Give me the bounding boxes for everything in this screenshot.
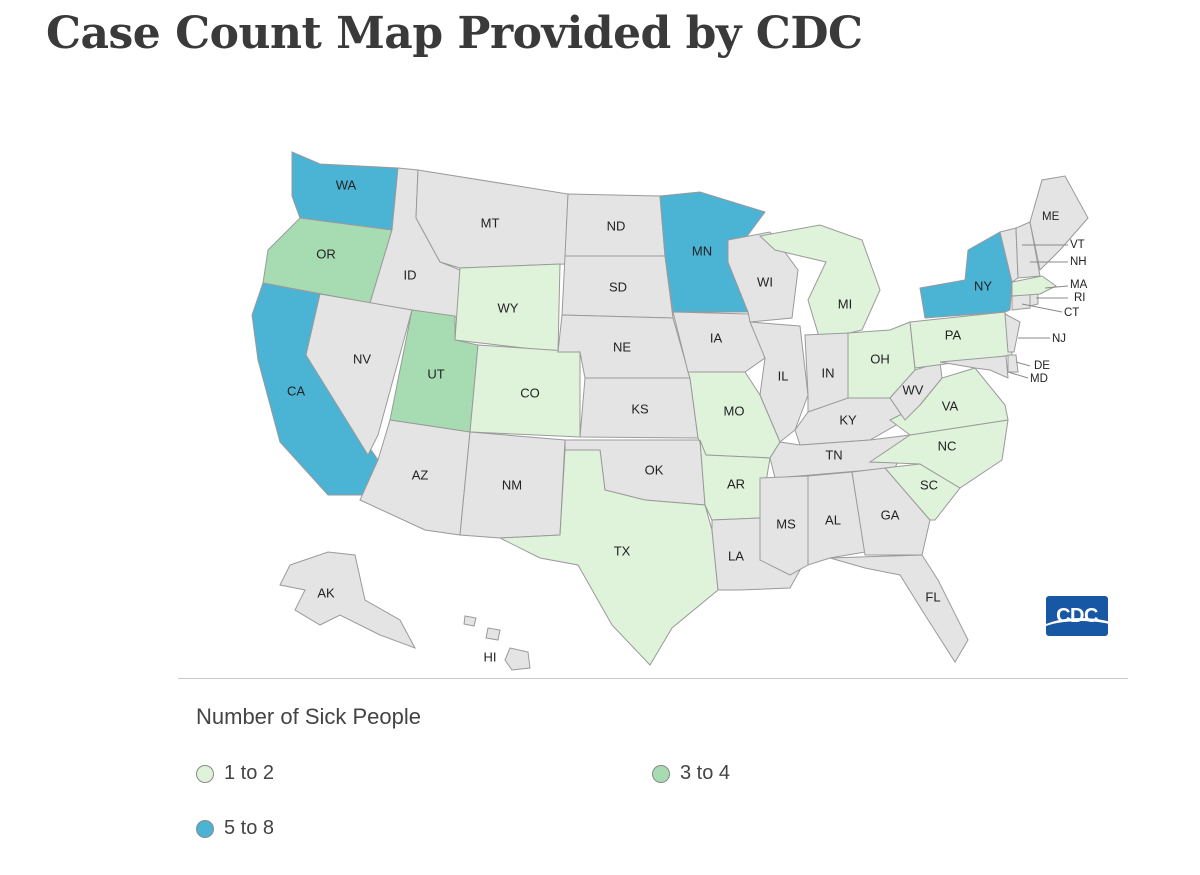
state-me[interactable] — [1029, 175, 1089, 272]
state-hi-island[interactable] — [485, 627, 501, 641]
state-hi-island-2[interactable] — [463, 615, 477, 627]
state-al[interactable] — [807, 471, 866, 566]
label-mn: MN — [692, 243, 712, 258]
legend-item-3-to-4: 3 to 4 — [652, 762, 730, 785]
state-tx[interactable] — [498, 449, 719, 666]
state-ma[interactable] — [1011, 275, 1057, 297]
state-sc[interactable] — [884, 463, 961, 521]
cdc-logo-text: CDC — [1056, 604, 1098, 627]
label-sc: SC — [920, 477, 938, 492]
label-ms: MS — [776, 516, 796, 531]
state-de[interactable] — [1007, 354, 1019, 373]
label-mo: MO — [724, 403, 745, 418]
state-nj[interactable] — [1004, 313, 1021, 353]
label-tn: TN — [825, 447, 842, 462]
state-nh[interactable] — [1015, 221, 1041, 279]
legend-item-1-to-2: 1 to 2 — [196, 762, 274, 785]
label-la: LA — [728, 548, 744, 563]
label-fl: FL — [925, 589, 940, 604]
label-wa: WA — [336, 177, 357, 192]
state-nv[interactable] — [305, 293, 413, 457]
label-or: OR — [316, 246, 336, 261]
label-ak: AK — [317, 585, 335, 600]
label-nv: NV — [353, 351, 371, 366]
label-ne: NE — [613, 339, 631, 354]
legend-divider — [178, 678, 1128, 679]
state-ct[interactable] — [1011, 293, 1031, 311]
state-ny[interactable] — [919, 231, 1013, 319]
legend-swatch-3-to-4 — [652, 764, 670, 783]
state-hi[interactable] — [504, 647, 531, 671]
label-wv: WV — [903, 382, 924, 397]
label-nh: NH — [1070, 256, 1087, 268]
label-id: ID — [404, 267, 417, 282]
label-ks: KS — [631, 401, 649, 416]
label-ca: CA — [287, 383, 305, 398]
label-va: VA — [942, 398, 959, 413]
state-md[interactable] — [939, 355, 1009, 379]
label-mt: MT — [481, 215, 500, 230]
state-wv[interactable] — [889, 361, 943, 421]
label-ok: OK — [645, 462, 664, 477]
label-ma: MA — [1070, 279, 1088, 291]
label-wy: WY — [498, 300, 519, 315]
label-ny: NY — [974, 278, 992, 293]
label-co: CO — [520, 385, 540, 400]
label-il: IL — [778, 368, 789, 383]
legend-item-5-to-8: 5 to 8 — [196, 817, 274, 840]
legend-label-3-to-4: 3 to 4 — [680, 762, 731, 784]
label-nm: NM — [502, 477, 522, 492]
cdc-logo-swoosh — [1046, 618, 1108, 636]
label-ar: AR — [727, 476, 745, 491]
state-ia[interactable] — [672, 311, 766, 373]
label-pa: PA — [945, 327, 962, 342]
leader-lines — [1007, 244, 1069, 379]
state-ky[interactable] — [794, 397, 906, 446]
label-nc: NC — [938, 438, 957, 453]
label-hi: HI — [484, 649, 497, 664]
label-tx: TX — [614, 543, 631, 558]
legend-title: Number of Sick People — [196, 704, 421, 729]
label-sd: SD — [609, 279, 627, 294]
label-de: DE — [1034, 360, 1050, 372]
label-in: IN — [822, 365, 835, 380]
label-az: AZ — [412, 467, 429, 482]
state-fl[interactable] — [829, 554, 969, 663]
state-il[interactable] — [749, 321, 809, 443]
label-mi: MI — [838, 296, 852, 311]
label-ct: CT — [1064, 307, 1079, 319]
legend-label-1-to-2: 1 to 2 — [224, 762, 275, 784]
cdc-logo: CDC — [1046, 596, 1108, 636]
label-md: MD — [1030, 373, 1048, 385]
label-me: ME — [1042, 211, 1060, 223]
label-vt: VT — [1070, 239, 1085, 251]
legend-swatch-1-to-2 — [196, 764, 214, 783]
label-nj: NJ — [1052, 333, 1066, 345]
label-ky: KY — [839, 412, 857, 427]
legend-label-5-to-8: 5 to 8 — [224, 817, 275, 839]
label-nd: ND — [607, 218, 626, 233]
us-map-svg: WA OR CA ID NV MT WY UT CO AZ NM ND SD N… — [251, 151, 1089, 671]
state-ga[interactable] — [851, 467, 931, 556]
state-ak[interactable] — [279, 551, 417, 649]
page-title: Case Count Map Provided by CDC — [46, 8, 863, 59]
label-ga: GA — [881, 507, 900, 522]
label-oh: OH — [870, 351, 890, 366]
legend-swatch-5-to-8 — [196, 819, 214, 838]
label-ri: RI — [1074, 292, 1086, 304]
label-wi: WI — [757, 274, 773, 289]
label-ia: IA — [710, 330, 723, 345]
label-al: AL — [825, 512, 841, 527]
label-ut: UT — [427, 366, 444, 381]
